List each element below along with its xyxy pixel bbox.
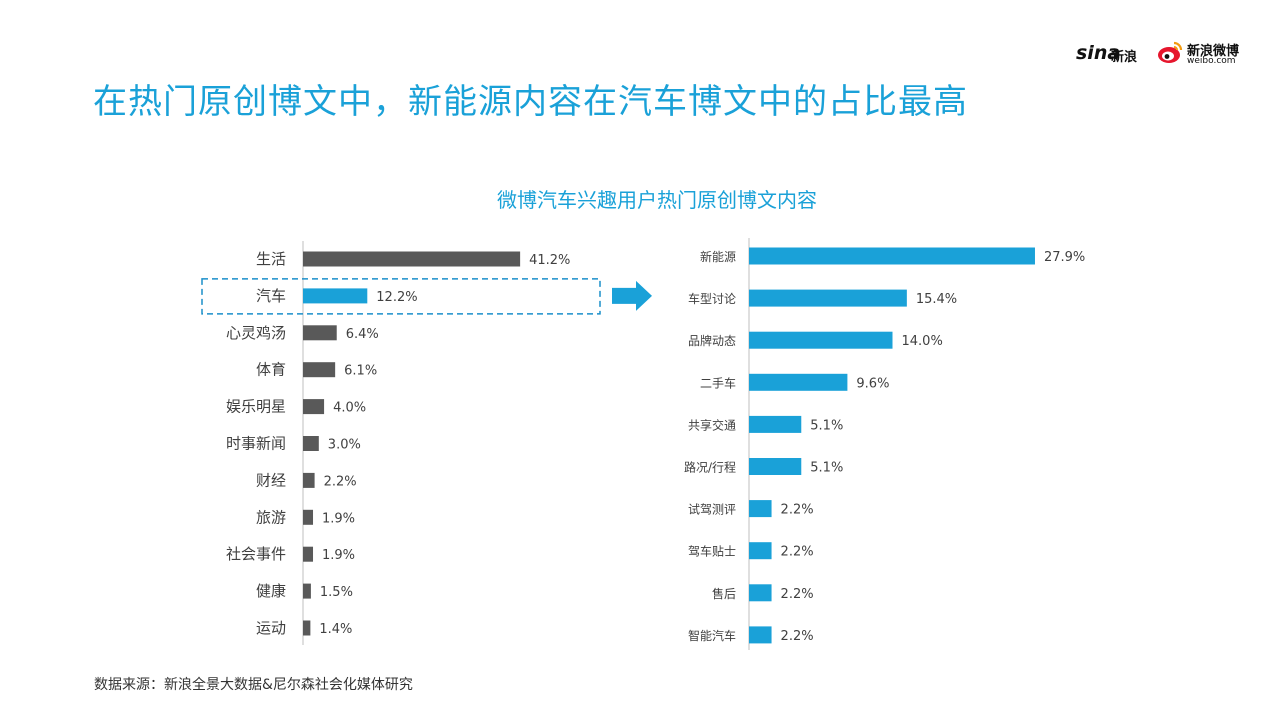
left-category-label: 心灵鸡汤 (226, 324, 286, 342)
data-source-note: 数据来源：新浪全景大数据&尼尔森社会化媒体研究 (94, 677, 413, 693)
right-category-label: 二手车 (700, 375, 736, 390)
left-bar (303, 325, 337, 341)
right-value-label: 27.9% (1044, 250, 1085, 265)
right-category-label: 品牌动态 (688, 334, 736, 348)
chart-title: 微博汽车兴趣用户热门原创博文内容 (497, 188, 817, 212)
left-value-label: 6.4% (346, 327, 379, 342)
right-bar (749, 373, 848, 391)
right-value-label: 5.1% (810, 461, 843, 476)
left-category-label: 娱乐明星 (226, 398, 286, 416)
right-value-label: 14.0% (902, 334, 943, 349)
left-bar (303, 362, 336, 378)
right-bar (749, 415, 802, 433)
right-bar (749, 542, 772, 560)
left-value-label: 4.0% (333, 401, 366, 416)
right-bar (749, 584, 772, 602)
left-value-label: 1.9% (322, 511, 355, 526)
left-value-label: 1.5% (320, 585, 353, 600)
left-value-label: 6.1% (344, 364, 377, 379)
left-value-label: 2.2% (324, 474, 357, 489)
brand-logos: sina 新浪 新浪微博 weibo.com (1075, 38, 1245, 70)
left-category-label: 运动 (256, 619, 286, 637)
right-bar (749, 247, 1035, 265)
left-value-label: 1.4% (319, 622, 352, 637)
left-bar (303, 472, 315, 488)
right-bar (749, 500, 772, 518)
page-title: 在热门原创博文中，新能源内容在汽车博文中的占比最高 (93, 82, 968, 122)
right-value-label: 2.2% (781, 587, 814, 602)
left-category-label: 财经 (256, 471, 286, 489)
right-bar (749, 626, 772, 644)
right-bar (749, 289, 907, 307)
left-bar (303, 620, 311, 636)
highlight-box (201, 278, 601, 315)
left-bar (303, 509, 314, 525)
left-category-label: 时事新闻 (226, 435, 286, 453)
left-bar (303, 288, 368, 304)
weibo-logo-url: weibo.com (1187, 56, 1236, 66)
right-category-label: 驾车贴士 (688, 544, 736, 559)
right-value-label: 2.2% (781, 545, 814, 560)
right-value-label: 9.6% (856, 376, 889, 391)
right-category-label: 智能汽车 (688, 628, 736, 643)
left-category-label: 汽车 (256, 287, 286, 305)
sina-logo-cn: 新浪 (1111, 50, 1138, 65)
right-bar (749, 331, 893, 349)
left-category-label: 旅游 (256, 508, 286, 526)
left-value-label: 12.2% (376, 290, 417, 305)
right-bar (749, 458, 802, 475)
left-bar (303, 546, 314, 562)
right-category-label: 售后 (712, 586, 736, 601)
left-value-label: 3.0% (328, 438, 361, 453)
right-value-label: 2.2% (781, 503, 814, 518)
left-bar (303, 251, 521, 267)
left-bar (303, 583, 311, 599)
right-category-label: 车型讨论 (688, 291, 736, 306)
right-category-label: 试驾测评 (688, 502, 736, 517)
left-category-label: 体育 (256, 361, 286, 379)
right-category-label: 新能源 (700, 249, 736, 264)
weibo-eye-icon (1158, 41, 1183, 63)
right-value-label: 15.4% (916, 292, 957, 307)
left-category-label: 健康 (256, 582, 286, 600)
left-bar (303, 436, 319, 451)
right-value-label: 5.1% (810, 418, 843, 433)
left-category-label: 社会事件 (226, 545, 286, 563)
arrow-right-icon (612, 280, 652, 311)
right-category-label: 路况/行程 (684, 460, 736, 475)
left-bar (303, 399, 325, 415)
left-value-label: 41.2% (529, 253, 570, 268)
sina-logo-text: sina (1076, 42, 1121, 64)
weibo-logo-name: 新浪微博 (1187, 44, 1240, 59)
left-category-label: 生活 (256, 250, 286, 268)
left-value-label: 1.9% (322, 548, 355, 563)
right-category-label: 共享交通 (688, 417, 736, 432)
right-value-label: 2.2% (781, 629, 814, 644)
